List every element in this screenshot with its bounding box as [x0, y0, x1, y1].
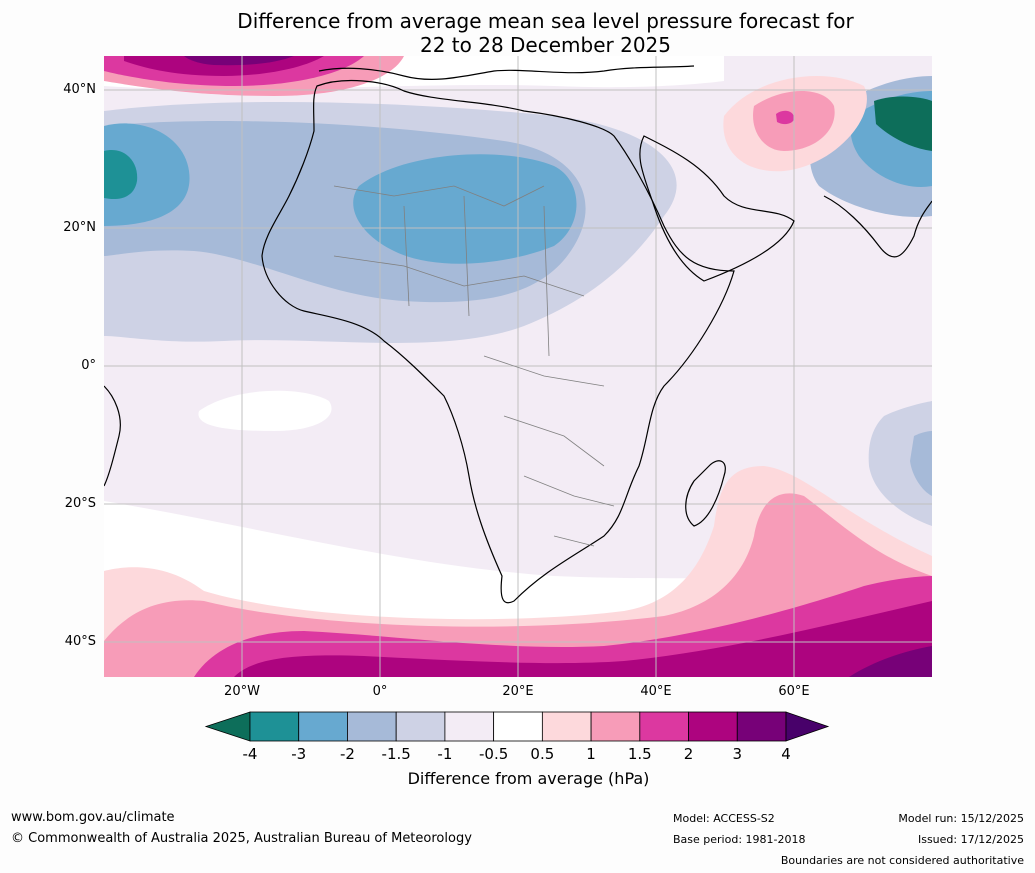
- footer-model-run: Model run: 15/12/2025: [898, 812, 1024, 825]
- colorbar-tick-label: -0.5: [478, 745, 509, 763]
- lat-label-20n: 20°N: [63, 220, 96, 235]
- anomaly-region-negative-indian-ocean: [868, 401, 932, 526]
- colorbar-tick-label: 4: [781, 745, 791, 763]
- anomaly-region-positive-3-south: [849, 646, 932, 677]
- anomaly-region-positive-4-europe: [184, 56, 294, 66]
- colorbar-tick-label: -4: [242, 745, 258, 763]
- anomaly-region-negative-3-atlantic: [104, 150, 138, 200]
- colorbar-tick-label: 1.5: [627, 745, 652, 763]
- lon-label-0: 0°: [372, 684, 388, 699]
- anomaly-region-negative-4-asia: [874, 96, 932, 151]
- chart-title-line1: Difference from average mean sea level p…: [237, 9, 854, 33]
- colorbar-segment: [541, 711, 592, 742]
- footer-disclaimer: Boundaries are not considered authoritat…: [780, 854, 1024, 867]
- colorbar-tick-label: 2: [683, 745, 694, 763]
- lon-label-20w: 20°W: [224, 684, 260, 699]
- colorbar-tick-label: 3: [732, 745, 743, 763]
- anomaly-region-negative-2-atlantic: [104, 123, 190, 226]
- footer-url[interactable]: www.bom.gov.au/climate: [11, 810, 175, 825]
- colorbar-segment: [395, 711, 446, 742]
- footer-model: Model: ACCESS-S2: [673, 812, 775, 825]
- country-borders: [333, 185, 615, 547]
- colorbar-segment: [347, 711, 397, 742]
- colorbar-segment: [736, 711, 787, 742]
- colorbar-tick-label: -1: [437, 745, 453, 763]
- colorbar-tick-label: -1.5: [381, 745, 411, 763]
- lon-label-40e: 40°E: [640, 684, 672, 699]
- footer-issued: Issued: 17/12/2025: [917, 833, 1024, 846]
- coastline-europe: [318, 65, 695, 80]
- coastline-south-america: [104, 385, 121, 487]
- coastline-india: [823, 195, 932, 258]
- footer-copyright: © Commonwealth of Australia 2025, Austra…: [11, 831, 472, 846]
- chart-title-line2: 22 to 28 December 2025: [419, 33, 671, 57]
- lat-label-40n: 40°N: [63, 82, 96, 97]
- colorbar-segment: [493, 711, 543, 742]
- colorbar-tick-label: 0.5: [530, 745, 555, 763]
- colorbar-segment: [639, 711, 689, 742]
- colorbar-segment: [249, 711, 300, 742]
- footer-base-period: Base period: 1981-2018: [673, 833, 806, 846]
- map-graticule: [104, 56, 932, 677]
- lat-label-20s: 20°S: [64, 496, 96, 511]
- colorbar-segment: [688, 711, 738, 742]
- colorbar-segment: [444, 711, 495, 742]
- colorbar-label: Difference from average (hPa): [407, 769, 650, 788]
- lat-label-equator: 0°: [81, 358, 96, 373]
- coastline-africa: [261, 79, 735, 604]
- colorbar-tick-label: -3: [291, 745, 307, 763]
- anomaly-region-neutral-gulf-guinea: [198, 390, 332, 431]
- anomaly-region-positive-2-middle-east: [776, 110, 794, 125]
- colorbar-segment: [590, 711, 641, 742]
- colorbar-extend-high: [785, 711, 830, 742]
- anomaly-region-positive-2-south: [234, 601, 932, 677]
- coastline-madagascar: [685, 460, 726, 527]
- anomaly-region-negative-1-5-indian-ocean: [910, 431, 932, 496]
- colorbar-segment: [298, 711, 348, 742]
- coastline-arabia: [639, 135, 795, 282]
- pressure-anomaly-map: [104, 56, 932, 677]
- colorbar-tick-label: -2: [339, 745, 355, 763]
- lon-label-60e: 60°E: [778, 684, 810, 699]
- lat-label-40s: 40°S: [64, 634, 96, 649]
- lon-label-20e: 20°E: [502, 684, 534, 699]
- colorbar-extend-low: [204, 711, 251, 742]
- map-canvas: [104, 56, 932, 677]
- colorbar-tick-label: 1: [586, 745, 596, 763]
